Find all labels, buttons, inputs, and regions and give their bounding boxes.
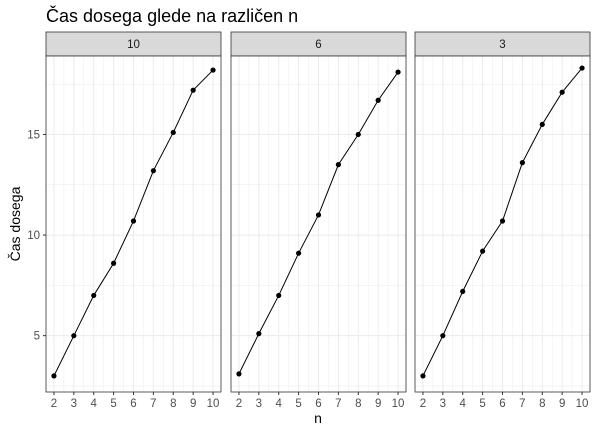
x-tick-label: 10 [207, 398, 220, 410]
data-point [51, 373, 57, 379]
x-tick-label: 6 [499, 398, 505, 410]
x-tick-label: 8 [355, 398, 361, 410]
x-tick-label: 4 [91, 398, 98, 410]
data-point [256, 331, 262, 337]
facet-strip-label: 6 [315, 39, 321, 51]
data-point [170, 129, 176, 136]
data-point [111, 260, 117, 266]
x-tick-label: 7 [335, 398, 341, 410]
data-point [315, 212, 322, 218]
facet-panel-6: 6 2 3 4 5 6 7 8 9 10 [230, 31, 407, 410]
data-point [420, 373, 426, 379]
facet-strip [45, 31, 222, 57]
x-tick-label: 7 [519, 398, 525, 410]
data-point [395, 69, 401, 75]
data-point [480, 248, 486, 254]
x-tick-label: 4 [460, 398, 467, 410]
data-point [355, 131, 361, 138]
data-point [130, 218, 137, 224]
data-point [210, 67, 216, 73]
x-tick-label: 4 [276, 398, 283, 410]
facet-strip [230, 31, 407, 57]
data-point [539, 121, 545, 128]
x-axis-title: n [314, 410, 322, 426]
data-point [519, 160, 525, 166]
data-point [276, 292, 282, 299]
x-tick-label: 3 [440, 398, 446, 410]
y-tick-label: 10 [27, 230, 40, 242]
facet-strip-label: 10 [127, 39, 140, 51]
x-tick-label: 8 [170, 398, 176, 410]
facet-strip-label: 3 [499, 39, 505, 51]
x-tick-label: 9 [375, 398, 381, 410]
data-point [499, 218, 506, 224]
data-point [460, 288, 466, 295]
x-tick-label: 10 [392, 398, 405, 410]
x-tick-label: 9 [190, 398, 196, 410]
x-tick-label: 3 [71, 398, 77, 410]
data-point [91, 292, 97, 299]
x-tick-label: 2 [236, 398, 242, 410]
data-point [440, 333, 446, 339]
data-point [190, 87, 196, 93]
x-tick-label: 5 [295, 398, 301, 410]
data-point [579, 65, 585, 71]
x-tick-label: 5 [110, 398, 116, 410]
facet-panel-10: 10 2 3 4 5 6 7 8 9 10 [45, 31, 222, 410]
x-tick-label: 2 [51, 398, 57, 410]
chart-title: Čas dosega glede na različen n [46, 5, 298, 26]
y-tick-label: 15 [27, 129, 40, 141]
x-tick-label: 9 [559, 398, 565, 410]
data-point [296, 250, 302, 256]
x-tick-label: 2 [420, 398, 426, 410]
data-point [559, 89, 565, 95]
x-tick-label: 7 [150, 398, 156, 410]
x-tick-label: 8 [539, 398, 545, 410]
x-tick-label: 3 [256, 398, 262, 410]
data-point [335, 162, 341, 168]
data-point [71, 333, 77, 339]
y-axis-title: Čas dosega [7, 186, 23, 261]
facet-panel-3: 3 2 3 4 5 6 7 8 9 10 [414, 31, 591, 410]
x-tick-label: 10 [576, 398, 589, 410]
y-tick-label: 5 [34, 331, 40, 343]
facet-strip [414, 31, 591, 57]
data-point [375, 97, 381, 103]
x-tick-label: 6 [130, 398, 136, 410]
data-point [150, 168, 156, 174]
data-point [236, 371, 242, 377]
x-tick-label: 6 [315, 398, 321, 410]
x-tick-label: 5 [479, 398, 485, 410]
